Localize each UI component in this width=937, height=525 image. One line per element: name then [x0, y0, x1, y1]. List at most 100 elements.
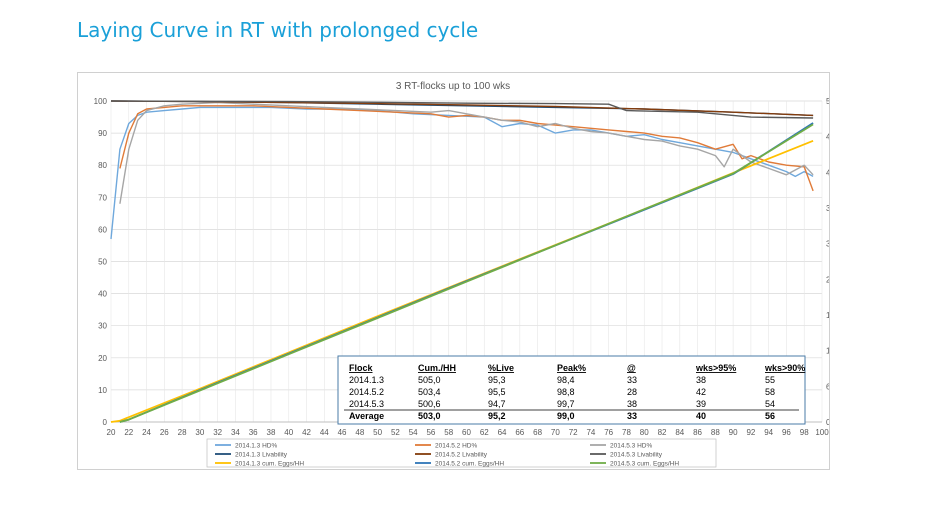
x-tick-label: 56: [426, 428, 435, 437]
table-average-cell: Average: [349, 411, 384, 421]
x-tick-label: 70: [551, 428, 560, 437]
series-line-2: [119, 105, 814, 192]
table-cell: 95,3: [488, 375, 506, 385]
x-tick-label: 34: [231, 428, 240, 437]
series-line-1: [110, 106, 814, 240]
legend-label: 2014.1.3 HD%: [235, 443, 277, 450]
y-right-tick-label: 540: [826, 97, 829, 106]
table-average-cell: 99,0: [557, 411, 575, 421]
x-tick-label: 100: [815, 428, 829, 437]
table-cell: 55: [765, 375, 775, 385]
x-tick-label: 24: [142, 428, 151, 437]
stats-table-frame: [337, 355, 806, 425]
table-cell: 38: [696, 375, 706, 385]
x-tick-label: 20: [107, 428, 116, 437]
x-tick-label: 58: [444, 428, 453, 437]
table-cell: 42: [696, 387, 706, 397]
y-right-tick-label: 360: [826, 204, 829, 213]
y-right-tick-label: 420: [826, 168, 829, 177]
table-cell: 54: [765, 399, 775, 409]
x-tick-label: 52: [391, 428, 400, 437]
legend-label: 2014.5.2 cum. Eggs/HH: [435, 461, 504, 468]
legend-label: 2014.5.2 HD%: [435, 443, 477, 450]
x-tick-label: 90: [729, 428, 738, 437]
x-tick-label: 72: [569, 428, 578, 437]
y-left-tick-label: 40: [98, 290, 107, 299]
table-average-cell: 503,0: [418, 411, 441, 421]
x-tick-label: 88: [711, 428, 720, 437]
series-line-9: [119, 123, 814, 423]
x-tick-label: 46: [338, 428, 347, 437]
chart-container: 3 RT-flocks up to 100 wks 0 10 20 30 40 50 60 7…: [77, 72, 830, 470]
y-left-tick-label: 90: [98, 129, 107, 138]
x-tick-label: 66: [515, 428, 524, 437]
legend-label: 2014.5.3 HD%: [610, 443, 652, 450]
table-header-cell: wks>95%: [695, 363, 736, 373]
legend-label: 2014.5.2 Livability: [435, 452, 488, 459]
y-left-tick-label: 20: [98, 354, 107, 363]
x-tick-label: 28: [178, 428, 187, 437]
table-cell: 505,0: [418, 375, 441, 385]
table-cell: 38: [627, 399, 637, 409]
slide-title: Laying Curve in RT with prolonged cycle: [77, 18, 479, 42]
y-left-tick-label: 30: [98, 322, 107, 331]
legend-label: 2014.5.3 Livability: [610, 452, 663, 459]
table-header-cell: Peak%: [557, 363, 586, 373]
legend-frame: [206, 438, 717, 468]
table-cell: 94,7: [488, 399, 506, 409]
table-header-cell: Flock: [349, 363, 374, 373]
series-line-6: [110, 100, 814, 119]
x-tick-label: 84: [675, 428, 684, 437]
y-right-tick-label: 60: [826, 382, 829, 391]
x-tick-label: 40: [284, 428, 293, 437]
y-left-tick-label: 70: [98, 193, 107, 202]
y-right-tick-label: 120: [826, 347, 829, 356]
chart-title: 3 RT-flocks up to 100 wks: [396, 81, 510, 92]
series-line-3: [119, 101, 814, 204]
y-left-tick-label: 100: [94, 97, 108, 106]
table-header-cell: %Live: [488, 363, 514, 373]
x-tick-label: 30: [195, 428, 204, 437]
table-cell: 2014.5.2: [349, 387, 384, 397]
table-cell: 33: [627, 375, 637, 385]
table-cell: 98,4: [557, 375, 575, 385]
legend-label: 2014.1.3 Livability: [235, 452, 288, 459]
table-average-cell: 95,2: [488, 411, 506, 421]
y-right-tick-label: 0: [826, 418, 829, 427]
table-cell: 58: [765, 387, 775, 397]
x-tick-label: 44: [320, 428, 329, 437]
x-tick-label: 68: [533, 428, 542, 437]
series-layer: [110, 100, 814, 423]
table-cell: 99,7: [557, 399, 575, 409]
x-tick-label: 48: [355, 428, 364, 437]
table-cell: 500,6: [418, 399, 441, 409]
x-tick-label: 42: [302, 428, 311, 437]
table-cell: 2014.5.3: [349, 399, 384, 409]
legend-label: 2014.1.3 cum. Eggs/HH: [235, 461, 304, 468]
y-right-tick-label: 240: [826, 275, 829, 284]
table-cell: 95,5: [488, 387, 506, 397]
y-right-tick-label: 480: [826, 133, 829, 142]
x-tick-label: 38: [267, 428, 276, 437]
y-right-tick-label: 300: [826, 240, 829, 249]
x-tick-label: 62: [480, 428, 489, 437]
x-tick-label: 54: [409, 428, 418, 437]
y-left-tick-label: 60: [98, 225, 107, 234]
legend: 2014.1.3 HD% 2014.5.2 HD% 2014.5.3 HD% 2014…: [206, 438, 717, 468]
y-left-tick-label: 50: [98, 258, 107, 267]
x-tick-label: 80: [640, 428, 649, 437]
y-left-tick-label: 10: [98, 386, 107, 395]
y-left-tick-label: 0: [103, 418, 108, 427]
table-header-cell: @: [627, 363, 636, 373]
x-tick-label: 26: [160, 428, 169, 437]
y-left-tick-label: 80: [98, 161, 107, 170]
x-tick-label: 92: [746, 428, 755, 437]
x-tick-label: 86: [693, 428, 702, 437]
table-average-cell: 40: [696, 411, 706, 421]
y-right-tick-label: 180: [826, 311, 829, 320]
x-tick-label: 98: [800, 428, 809, 437]
x-tick-label: 94: [764, 428, 773, 437]
table-cell: 28: [627, 387, 637, 397]
table-header-cell: wks>90%: [764, 363, 805, 373]
table-average-cell: 56: [765, 411, 775, 421]
